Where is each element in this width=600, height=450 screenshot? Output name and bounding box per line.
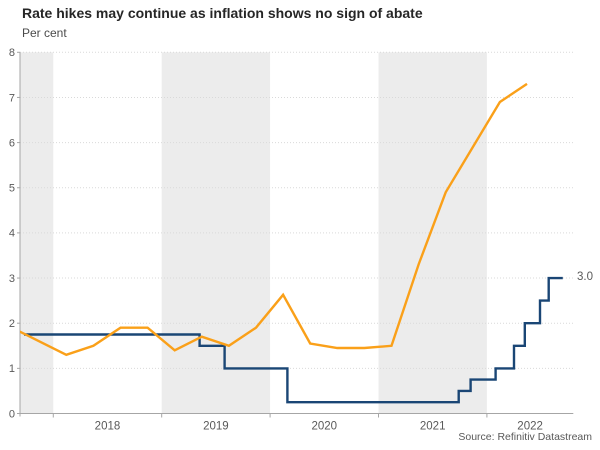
- y-tick-label: 6: [9, 137, 15, 149]
- y-tick-label: 8: [9, 47, 15, 59]
- y-tick-label: 1: [9, 363, 15, 375]
- y-tick-label: 3: [9, 273, 15, 285]
- policy-rate-line: [24, 276, 563, 404]
- x-tick-label: 2018: [95, 421, 121, 433]
- y-tick-label: 5: [9, 183, 15, 195]
- x-tick-label: 2022: [517, 421, 543, 433]
- x-tick-label: 2020: [311, 421, 337, 433]
- y-tick-label: 2: [9, 318, 15, 330]
- x-tick-label: 2019: [203, 421, 229, 433]
- chart-title: Rate hikes may continue as inflation sho…: [22, 5, 423, 21]
- x-tick-label: 2021: [420, 421, 446, 433]
- y-tick-label: 0: [9, 408, 15, 420]
- y-tick-label: 7: [9, 92, 15, 104]
- series-end-value-label: 3.0: [577, 271, 593, 283]
- y-axis-unit-label: Per cent: [22, 26, 67, 40]
- year-band: [378, 52, 487, 414]
- y-tick-label: 4: [9, 228, 15, 240]
- year-band: [20, 52, 54, 414]
- inflation-line: [20, 82, 528, 357]
- source-attribution: Source: Refinitiv Datastream: [458, 431, 592, 443]
